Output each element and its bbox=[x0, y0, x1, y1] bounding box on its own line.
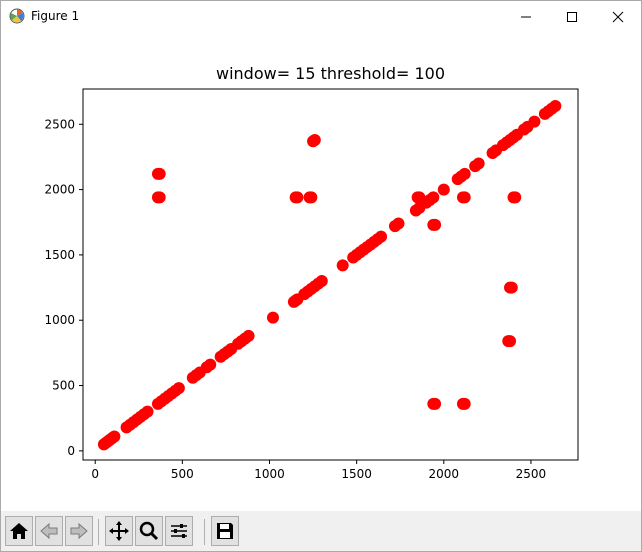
save-icon bbox=[217, 523, 233, 539]
data-point bbox=[437, 183, 450, 196]
x-tick-label: 2000 bbox=[429, 467, 460, 481]
data-point bbox=[153, 167, 166, 180]
scatter-chart: window= 15 threshold= 100 0 500 1000 1500 20… bbox=[44, 64, 579, 481]
y-tick-label: 2500 bbox=[44, 117, 75, 131]
data-point bbox=[308, 133, 321, 146]
y-tick-label: 0 bbox=[67, 444, 75, 458]
scatter-points bbox=[97, 99, 562, 451]
data-point bbox=[172, 382, 185, 395]
forward-button[interactable] bbox=[65, 516, 93, 546]
data-point bbox=[472, 157, 485, 170]
zoom-icon bbox=[139, 521, 159, 541]
title-bar[interactable]: Figure 1 bbox=[1, 1, 641, 32]
maximize-icon bbox=[567, 11, 577, 22]
data-point bbox=[413, 191, 426, 204]
y-tick-label: 1000 bbox=[44, 313, 75, 327]
data-point bbox=[392, 217, 405, 230]
data-point bbox=[336, 259, 349, 272]
pan-icon bbox=[109, 521, 129, 541]
home-icon bbox=[10, 523, 28, 539]
navigation-toolbar bbox=[1, 511, 641, 551]
toolbar-separator bbox=[98, 519, 99, 545]
data-point bbox=[153, 191, 166, 204]
x-tick-label: 1500 bbox=[341, 467, 372, 481]
data-point bbox=[266, 311, 279, 324]
y-tick-label: 500 bbox=[52, 379, 75, 393]
data-point bbox=[108, 430, 121, 443]
x-tick-label: 0 bbox=[91, 467, 99, 481]
data-point bbox=[504, 335, 517, 348]
close-icon bbox=[612, 11, 624, 22]
data-point bbox=[375, 230, 388, 243]
x-tick-label: 500 bbox=[171, 467, 194, 481]
data-point bbox=[458, 191, 471, 204]
x-tick-label: 2500 bbox=[516, 467, 547, 481]
figure-canvas[interactable]: window= 15 threshold= 100 0 500 1000 1500 20… bbox=[1, 32, 641, 511]
toolbar-separator bbox=[204, 519, 205, 545]
back-button[interactable] bbox=[35, 516, 63, 546]
window-title: Figure 1 bbox=[31, 9, 80, 23]
save-button[interactable] bbox=[211, 516, 239, 546]
data-point bbox=[429, 218, 442, 231]
data-point bbox=[458, 167, 471, 180]
data-point bbox=[291, 191, 304, 204]
y-tick-label: 1500 bbox=[44, 248, 75, 262]
data-point bbox=[429, 397, 442, 410]
subplots-icon bbox=[171, 524, 187, 538]
pan-button[interactable] bbox=[105, 516, 133, 546]
close-button[interactable] bbox=[595, 1, 641, 32]
data-point bbox=[204, 358, 217, 371]
data-point bbox=[427, 191, 440, 204]
x-axis: 0 500 1000 1500 2000 2500 bbox=[91, 460, 546, 481]
data-point bbox=[509, 191, 522, 204]
x-tick-label: 1000 bbox=[254, 467, 285, 481]
data-point bbox=[549, 99, 562, 112]
y-axis: 0 500 1000 1500 2000 2500 bbox=[44, 117, 83, 458]
data-point bbox=[305, 191, 318, 204]
data-point bbox=[242, 329, 255, 342]
y-tick-label: 2000 bbox=[44, 183, 75, 197]
zoom-button[interactable] bbox=[135, 516, 163, 546]
axes-frame bbox=[82, 88, 579, 461]
minimize-button[interactable] bbox=[503, 1, 549, 32]
data-point bbox=[505, 281, 518, 294]
minimize-icon bbox=[521, 16, 531, 17]
subplots-button[interactable] bbox=[165, 516, 193, 546]
data-point bbox=[141, 405, 154, 418]
forward-arrow-icon bbox=[70, 522, 88, 540]
data-point bbox=[458, 397, 471, 410]
matplotlib-icon bbox=[9, 8, 25, 24]
back-arrow-icon bbox=[40, 522, 58, 540]
data-point bbox=[528, 115, 541, 128]
home-button[interactable] bbox=[5, 516, 33, 546]
chart-title: window= 15 threshold= 100 bbox=[216, 64, 445, 83]
maximize-button[interactable] bbox=[549, 1, 595, 32]
data-point bbox=[315, 275, 328, 288]
